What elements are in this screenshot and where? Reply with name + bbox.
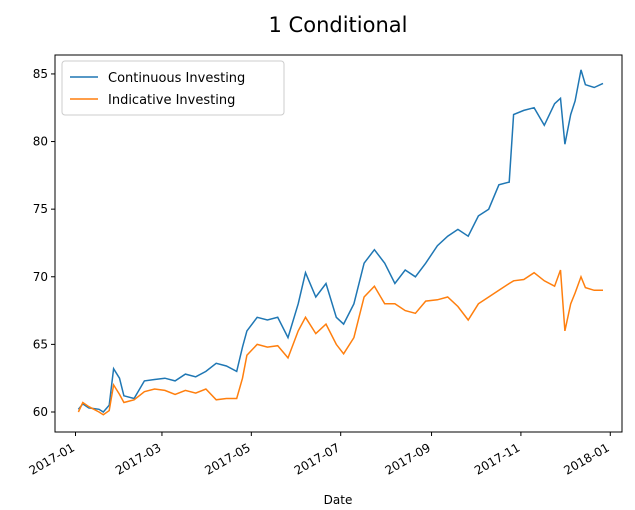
legend-box <box>61 60 285 116</box>
chart-title: 1 Conditional <box>269 13 408 37</box>
x-tick-label: 2017-05 <box>202 440 252 477</box>
y-tick-label: 65 <box>33 337 48 351</box>
y-tick-label: 80 <box>33 135 48 149</box>
x-tick-label: 2017-07 <box>292 440 342 477</box>
x-tick-label: 2017-03 <box>113 440 163 477</box>
y-tick-label: 70 <box>33 270 48 284</box>
x-tick-label: 2018-01 <box>561 440 611 477</box>
x-axis-label: Date <box>324 493 353 507</box>
y-tick-label: 60 <box>33 405 48 419</box>
x-tick-label: 2017-09 <box>383 440 433 477</box>
legend-label: Indicative Investing <box>108 93 235 108</box>
x-tick-label: 2017-11 <box>472 440 522 477</box>
y-tick-label: 85 <box>33 67 48 81</box>
plot-frame <box>54 54 623 433</box>
y-tick-label: 75 <box>33 202 48 216</box>
x-tick-label: 2017-01 <box>27 440 77 477</box>
data-line <box>77 269 603 416</box>
data-line <box>77 69 604 413</box>
legend-label: Continuous Investing <box>108 71 245 86</box>
